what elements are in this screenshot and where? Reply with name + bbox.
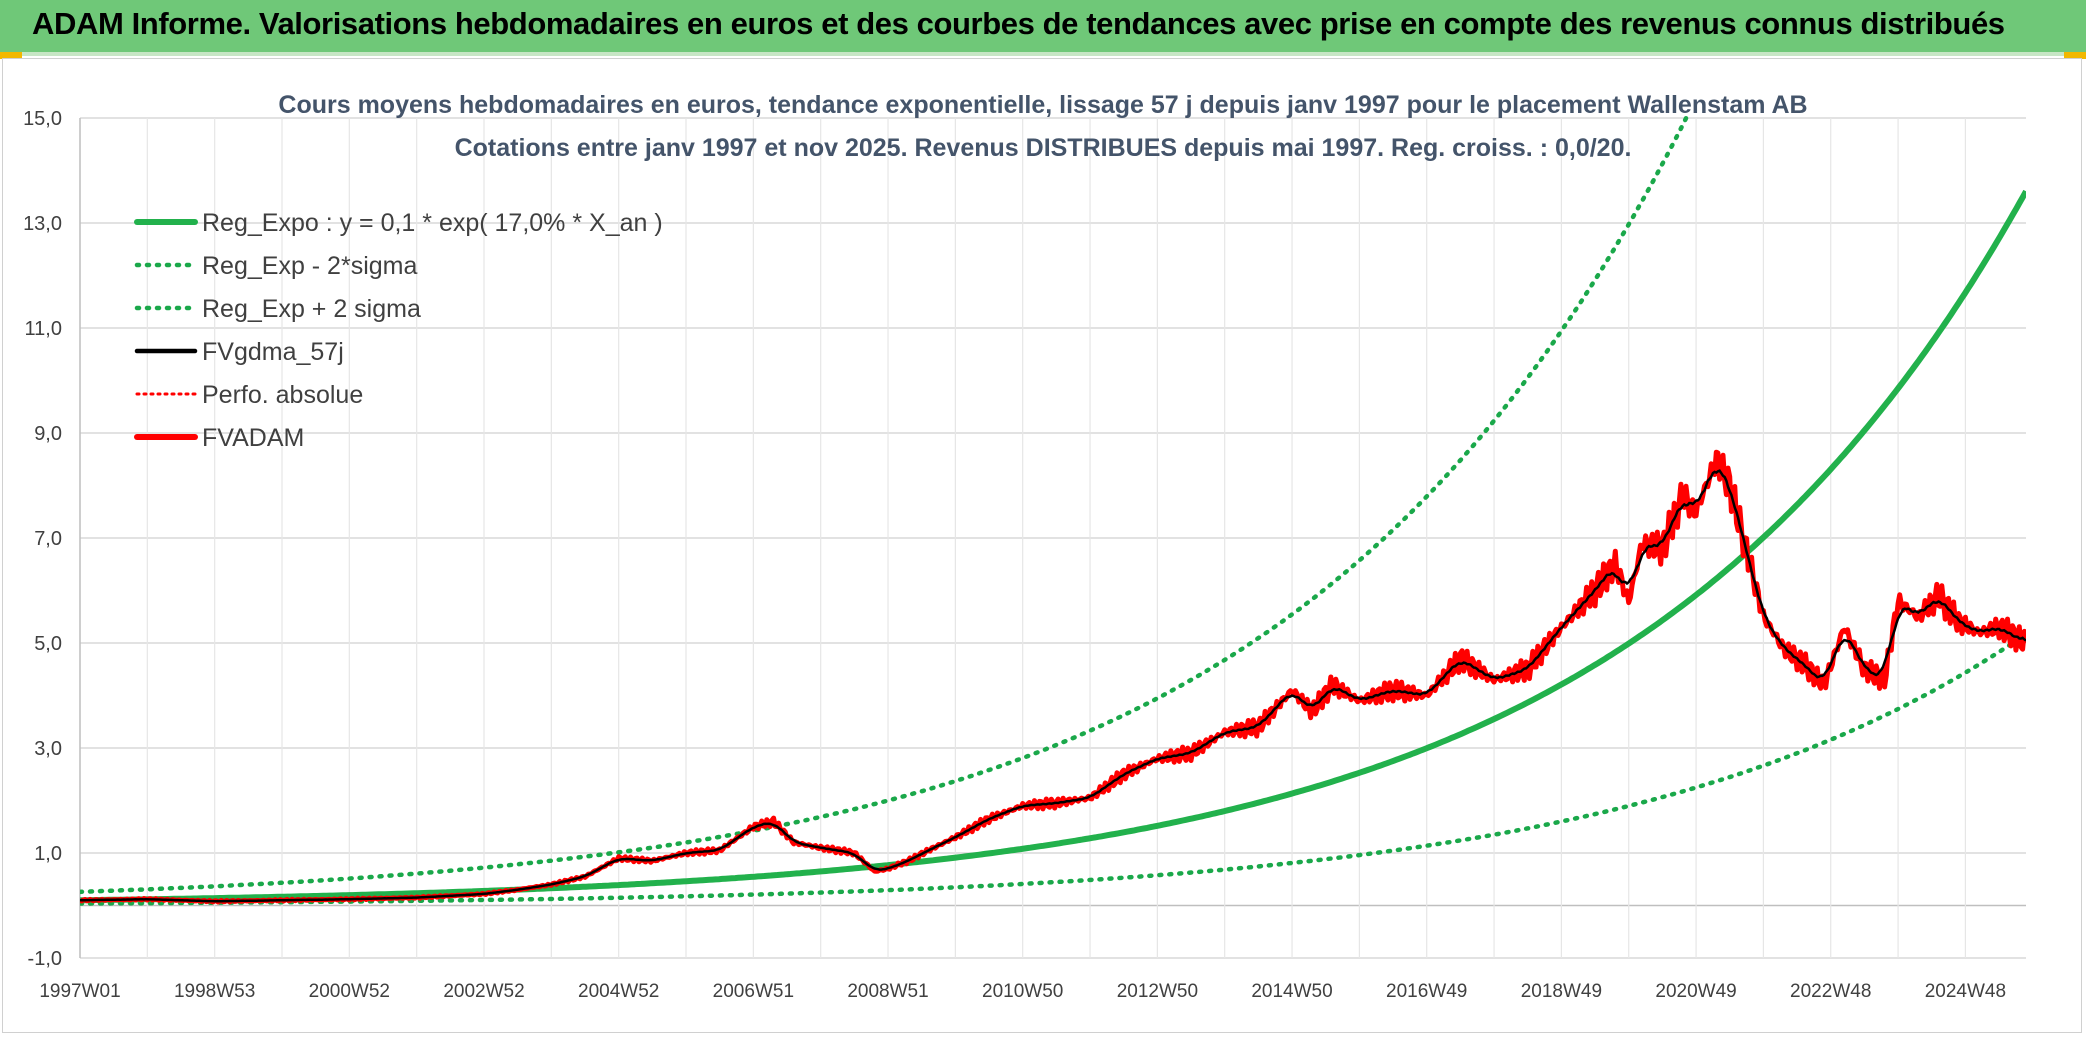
y-tick-6: 11,0 [25, 318, 62, 340]
chart-title: Cours moyens hebdomadaires en euros, ten… [278, 91, 1807, 119]
legend-label-3: FVgdma_57j [202, 338, 344, 366]
x-tick-labels: 1997W01 1998W53 2000W52 2002W52 2004W52 2006W… [39, 981, 2006, 1002]
x-tick-2: 2000W52 [309, 981, 390, 1002]
x-tick-10: 2016W49 [1386, 981, 1467, 1002]
x-tick-13: 2022W48 [1790, 981, 1871, 1002]
y-tick-3: 5,0 [34, 633, 62, 655]
x-tick-9: 2014W50 [1251, 981, 1332, 1002]
corner-marker-left [0, 52, 22, 59]
legend-label-2: Reg_Exp + 2 sigma [202, 295, 421, 323]
y-tick-1: 1,0 [34, 843, 62, 865]
gridlines [79, 117, 2026, 959]
fvgdma-57j-line [80, 469, 2026, 903]
legend-label-0: Reg_Expo : y = 0,1 * exp( 17,0% * X_an ) [202, 209, 663, 237]
y-tick-4: 7,0 [34, 528, 62, 550]
fvadam-line [80, 449, 2026, 905]
y-tick-0: -1,0 [28, 948, 62, 970]
legend-label-1: Reg_Exp - 2*sigma [202, 252, 417, 280]
x-tick-11: 2018W49 [1521, 981, 1602, 1002]
x-tick-3: 2002W52 [443, 981, 524, 1002]
series-lines [80, 116, 2026, 906]
x-tick-12: 2020W49 [1655, 981, 1736, 1002]
page-title: ADAM Informe. Valorisations hebdomadaire… [32, 6, 2005, 41]
reg-exp-plus-2sigma-line [80, 116, 1690, 895]
x-tick-6: 2008W51 [847, 981, 928, 1002]
legend: Reg_Expo : y = 0,1 * exp( 17,0% * X_an )… [134, 209, 663, 452]
x-tick-14: 2024W48 [1925, 981, 2006, 1002]
x-tick-8: 2012W50 [1117, 981, 1198, 1002]
title-bar [0, 0, 2086, 56]
chart-frame [2, 58, 2082, 1033]
y-tick-2: 3,0 [34, 738, 62, 760]
y-tick-labels: -1,0 1,0 3,0 5,0 7,0 9,0 11,0 13,0 15,0 [23, 108, 62, 970]
x-tick-0: 1997W01 [39, 981, 120, 1002]
y-tick-5: 9,0 [34, 423, 62, 445]
y-tick-8: 15,0 [23, 108, 62, 130]
x-tick-5: 2006W51 [713, 981, 794, 1002]
x-tick-1: 1998W53 [174, 981, 255, 1002]
legend-label-4: Perfo. absolue [202, 381, 363, 409]
x-tick-7: 2010W50 [982, 981, 1063, 1002]
y-tick-7: 13,0 [23, 213, 62, 235]
legend-label-5: FVADAM [202, 424, 304, 452]
reg-expo-line [80, 189, 2026, 904]
reg-exp-minus-2sigma-line [80, 631, 2026, 906]
chart-subtitle: Cotations entre janv 1997 et nov 2025. R… [455, 134, 1632, 162]
x-tick-4: 2004W52 [578, 981, 659, 1002]
corner-marker-right [2064, 52, 2086, 59]
